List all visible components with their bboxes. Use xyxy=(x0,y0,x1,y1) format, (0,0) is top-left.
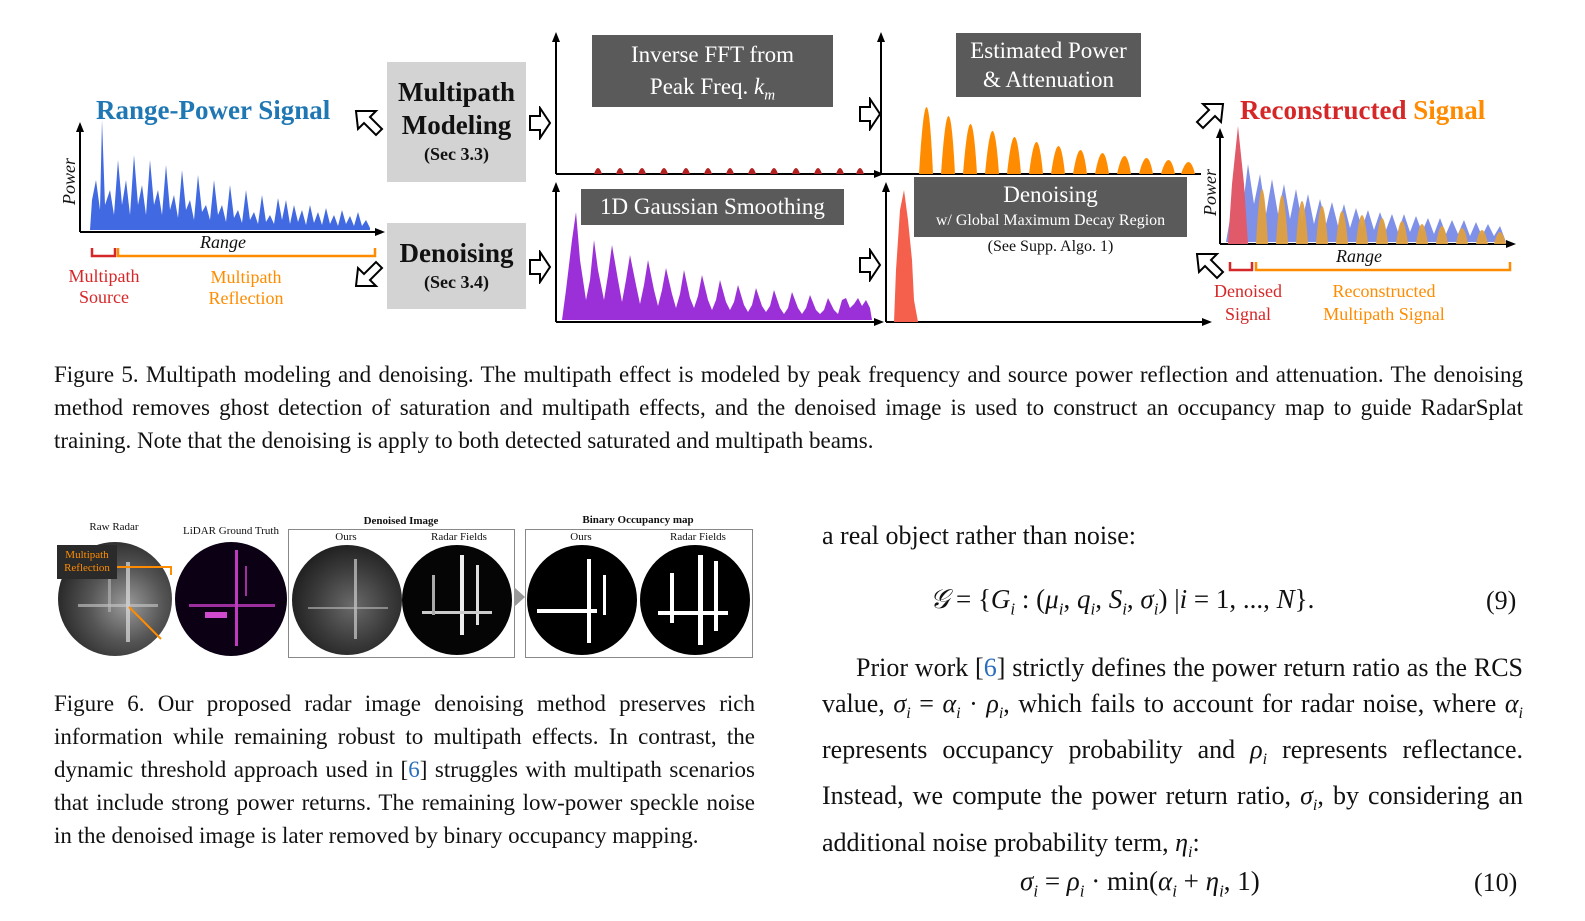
power-axis-label: Power xyxy=(60,157,79,206)
range-power-chart: Power Range xyxy=(60,120,385,258)
block-arrow-right-icon xyxy=(859,248,882,282)
equation-10: σi = ρi · min(αi + ηi, 1) xyxy=(1020,866,1260,901)
fft-peak-marks xyxy=(594,168,864,174)
equation-10-number: (10) xyxy=(1474,868,1518,897)
arrow-to-modeling-icon xyxy=(354,110,384,137)
denoising-result-chart xyxy=(882,182,1212,326)
radar-fields-label: Radar Fields xyxy=(670,531,726,543)
multipath-modeling-box: Multipath Modeling (Sec 3.3) xyxy=(387,62,526,182)
radar-fields-label: Radar Fields xyxy=(431,531,487,543)
multipath-source-bracket xyxy=(90,248,117,258)
ours-label: Ours xyxy=(570,531,592,543)
raw-radar-label: Raw Radar xyxy=(89,521,139,533)
block-arrow-right-icon xyxy=(529,106,552,140)
range-power-title: Range-Power Signal xyxy=(96,95,331,125)
lidar-gt-image xyxy=(175,542,287,656)
arrow-to-reconstructed-icon xyxy=(1195,253,1225,280)
denoised-radar-fields-image xyxy=(402,545,512,655)
right-column-lead: a real object rather than noise: xyxy=(822,521,1137,550)
multipath-reflection-bracket xyxy=(116,248,377,258)
binary-occupancy-frame: Ours Radar Fields xyxy=(525,529,753,658)
equation-9-number: (9) xyxy=(1486,586,1517,615)
range-axis-label: Range xyxy=(199,232,246,252)
denoised-ours-image xyxy=(292,545,402,655)
attenuation-peaks xyxy=(919,107,1195,174)
arrow-to-reconstructed-icon xyxy=(1195,103,1225,130)
arrow-right-icon xyxy=(514,587,525,607)
reconstructed-signal-title: Reconstructed Signal xyxy=(1240,95,1486,125)
inverse-fft-chart xyxy=(552,32,884,178)
estimated-power-chart xyxy=(877,32,1201,175)
ours-label: Ours xyxy=(335,531,357,543)
denoised-signal-bracket xyxy=(1228,262,1254,272)
denoised-peak-fill xyxy=(894,190,918,322)
see-supp-label: (See Supp. Algo. 1) xyxy=(987,238,1114,255)
figure-5-caption: Figure 5. Multipath modeling and denoisi… xyxy=(54,362,1523,453)
inverse-fft-box: Inverse FFT from Peak Freq. km xyxy=(592,35,833,107)
multipath-reflection-tag: Multipath Reflection xyxy=(57,545,117,579)
reconstructed-multipath-bracket xyxy=(1254,262,1512,272)
prior-work-paragraph: Prior work [6] strictly defines the powe… xyxy=(822,653,1523,861)
reconstructed-noise-fill xyxy=(1226,164,1506,242)
multipath-pointer-icon xyxy=(117,566,172,640)
gaussian-smoothing-chart xyxy=(552,182,884,326)
gaussian-smoothing-box: 1D Gaussian Smoothing xyxy=(581,189,844,225)
reconstructed-source-fill xyxy=(1228,126,1248,244)
figure-6-caption: Figure 6. Our proposed radar image denoi… xyxy=(54,691,755,848)
occupancy-radar-fields-image xyxy=(640,545,750,655)
multipath-source-label: Multipath Source xyxy=(68,266,140,307)
denoised-image-frame: Ours Radar Fields xyxy=(288,529,515,658)
smoothed-signal-fill xyxy=(562,212,872,320)
block-arrow-right-icon xyxy=(859,97,882,131)
range-axis-label: Range xyxy=(1335,246,1382,266)
reconstructed-signal-chart: Power Range xyxy=(1200,126,1516,272)
denoising-method-box: Denoising w/ Global Maximum Decay Region xyxy=(914,177,1187,237)
arrow-to-denoising-icon xyxy=(354,260,384,287)
block-arrow-right-icon xyxy=(529,250,552,284)
range-power-fill xyxy=(90,120,370,230)
lidar-gt-label: LiDAR Ground Truth xyxy=(183,525,279,537)
denoised-signal-label: Denoised Signal xyxy=(1214,281,1282,324)
occupancy-ours-image xyxy=(527,545,637,655)
multipath-reflection-label: Multipath Reflection xyxy=(208,267,284,308)
estimated-power-box: Estimated Power & Attenuation xyxy=(956,33,1141,97)
equation-9: 𝒢 = {Gi : (μi, qi, Si, σi) |i = 1, ..., … xyxy=(930,584,1315,619)
denoised-image-label: Denoised Image xyxy=(363,515,439,527)
reconstructed-multipath-label: Reconstructed Multipath Signal xyxy=(1323,281,1445,324)
denoising-box: Denoising (Sec 3.4) xyxy=(387,223,526,309)
reconstructed-multipath-peaks xyxy=(1256,189,1506,244)
binary-occupancy-label: Binary Occupancy map xyxy=(582,514,694,526)
power-axis-label: Power xyxy=(1200,168,1220,217)
